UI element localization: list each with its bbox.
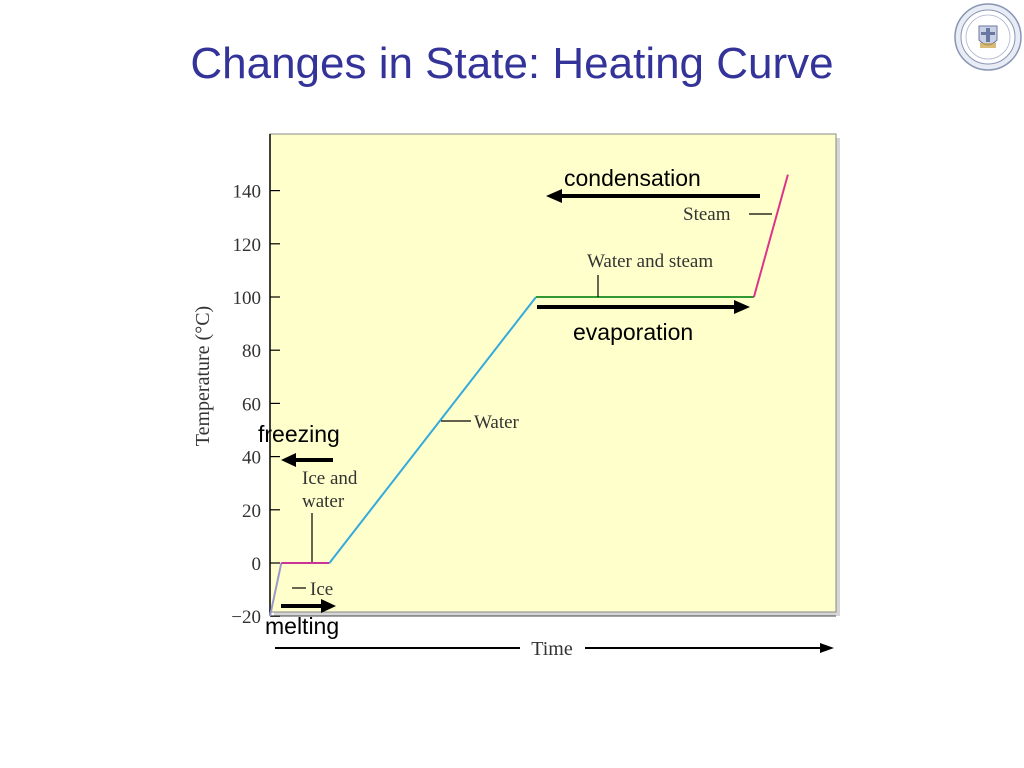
label-water-line2: water xyxy=(302,491,345,512)
freezing-label: freezing xyxy=(258,421,340,447)
university-seal-icon xyxy=(954,3,1022,71)
condensation-arrow xyxy=(546,189,760,203)
label-water: Water xyxy=(474,412,520,433)
water-segment xyxy=(328,296,537,564)
melting-arrow xyxy=(281,599,336,613)
x-axis-label: Time xyxy=(531,638,573,660)
label-ice-and: Ice and xyxy=(302,468,358,489)
steam-segment xyxy=(752,174,789,298)
y-tick-label: 140 xyxy=(233,182,262,203)
label-water-and-steam: Water and steam xyxy=(587,251,713,272)
melting-label: melting xyxy=(265,613,339,639)
y-axis-label: Temperature (°C) xyxy=(192,306,214,446)
leader-lines xyxy=(292,213,772,589)
y-ticks: −20 0 20 40 60 80 100 120 140 xyxy=(231,182,280,628)
y-tick-label: 60 xyxy=(242,394,261,415)
y-tick-label: 100 xyxy=(233,288,262,309)
y-tick-label: 0 xyxy=(252,554,262,575)
time-axis-arrowhead xyxy=(820,643,834,653)
y-tick-label: 40 xyxy=(242,448,261,469)
y-tick-label: 120 xyxy=(233,235,262,256)
label-ice: Ice xyxy=(310,579,333,600)
evaporation-label: evaporation xyxy=(573,319,693,345)
condensation-label: condensation xyxy=(564,165,701,191)
y-tick-label: 80 xyxy=(242,341,261,362)
plot-background xyxy=(269,133,837,613)
ice-segment xyxy=(269,562,283,617)
series-layer xyxy=(269,174,789,617)
y-tick-label: 20 xyxy=(242,501,261,522)
label-steam: Steam xyxy=(683,204,731,225)
freezing-arrow xyxy=(281,453,333,467)
y-tick-label: −20 xyxy=(231,607,261,628)
evaporation-arrow xyxy=(537,300,750,314)
slide-title: Changes in State: Heating Curve xyxy=(190,39,834,88)
